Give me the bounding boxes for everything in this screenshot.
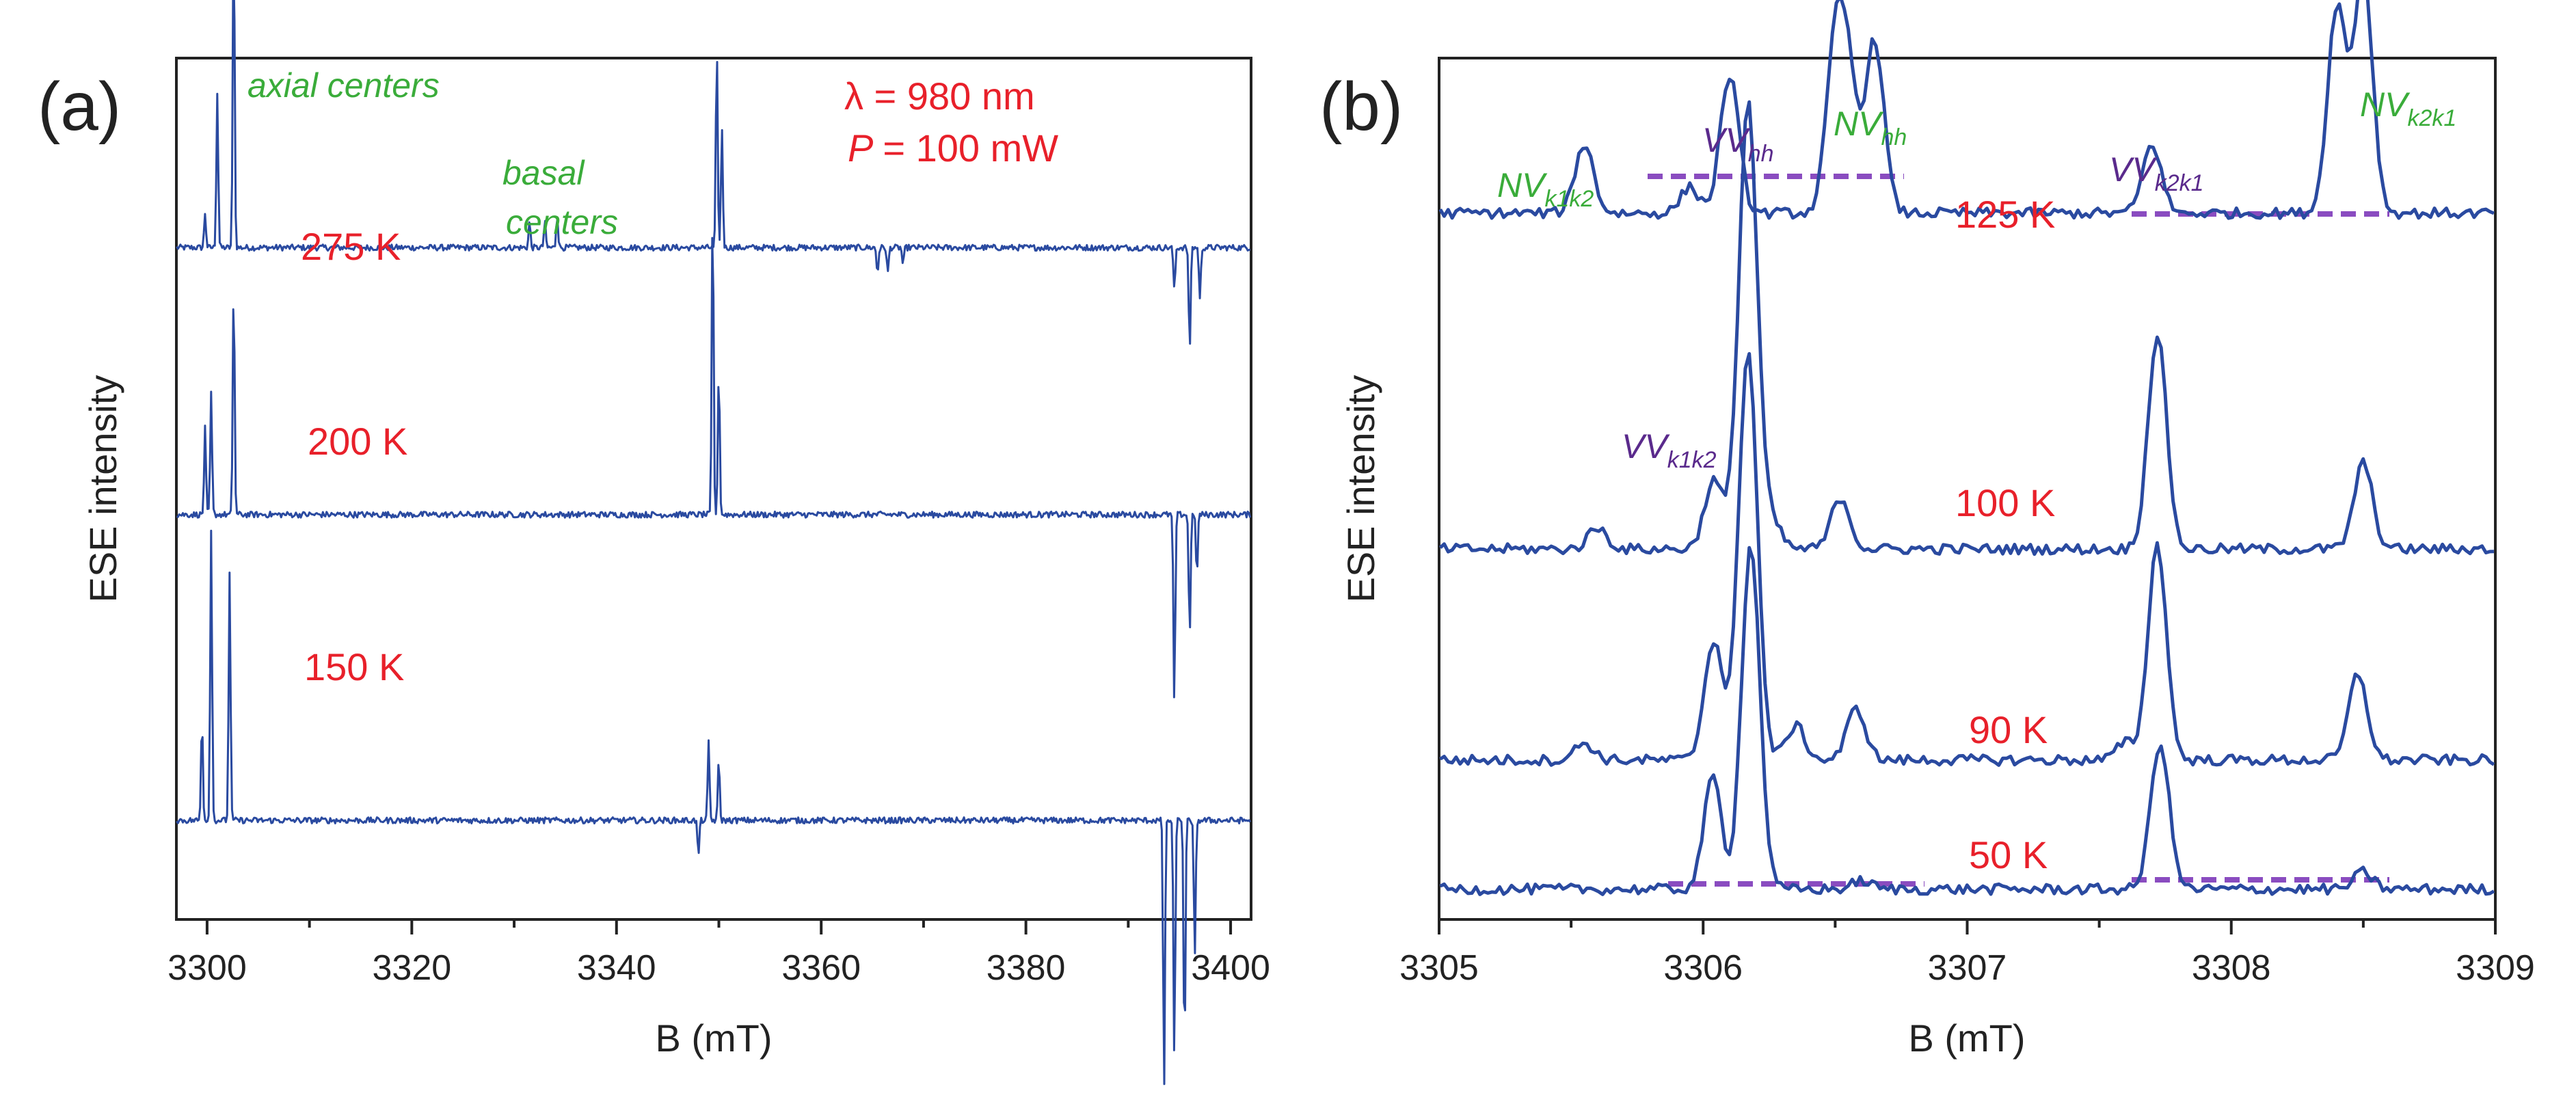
x-tick-label-b-3: 3308 [2192,948,2271,988]
annotation-vv-hh: VVhh [1702,121,1774,167]
trace-a-200k [176,237,1252,699]
panel-a-frame [175,57,1252,921]
annotation-power-var: P [848,126,873,170]
annotation-vv-hh-sub: hh [1748,141,1774,167]
annotation-power-val: = 100 mW [883,126,1058,170]
trace-label-50k: 50 K [1969,833,2048,876]
annotation-wavelength: λ = 980 nm [844,75,1035,118]
trace-a-275k [176,0,1251,345]
annotation-vv-k2k1-main: VV [2109,150,2158,189]
annotation-nv-hh-main: NV [1834,105,1884,143]
panel-a: (a) 3300 3320 3340 3360 3380 3400 B (mT) ESE … [38,0,1270,1086]
x-tick-label-a-1: 3320 [372,948,451,988]
panel-b-traces [1438,0,2495,896]
trace-label-90k: 90 K [1969,708,2048,751]
panel-b-label: (b) [1319,68,1403,145]
annotation-nv-hh-sub: hh [1881,124,1907,150]
trace-label-200k: 200 K [308,420,407,463]
x-tick-label-b-0: 3305 [1399,948,1479,988]
trace-label-100k: 100 K [1955,481,2055,524]
trace-label-275k: 275 K [301,225,401,268]
annotation-vv-k2k1-sub: k2k1 [2155,170,2204,196]
annotation-nv-k1k2: NVk1k2 [1497,166,1594,212]
x-tick-label-a-3: 3360 [781,948,861,988]
x-tick-label-a-5: 3400 [1191,948,1270,988]
x-tick-label-a-0: 3300 [167,948,247,988]
trace-b-125k [1438,0,2495,220]
annotation-vv-k2k1: VVk2k1 [2109,150,2204,196]
panel-a-ticks: 3300 3320 3340 3360 3380 3400 [167,919,1270,988]
annotation-nv-k1k2-main: NV [1497,166,1548,204]
panel-a-label: (a) [38,68,121,145]
panel-a-traces [176,0,1252,1086]
panel-a-ylabel: ESE intensity [81,375,124,602]
trace-label-125k: 125 K [1955,193,2055,236]
annotation-vv-hh-main: VV [1702,121,1751,159]
annotation-vv-k1k2-sub: k1k2 [1667,447,1717,473]
annotation-power: P = 100 mW [848,126,1058,170]
x-tick-label-b-2: 3307 [1928,948,2007,988]
annotation-nv-k2k1: NVk2k1 [2360,85,2456,131]
trace-b-50k [1439,546,2495,896]
annotation-nv-k2k1-main: NV [2360,85,2411,124]
trace-a-150k [176,529,1251,1086]
x-tick-label-a-4: 3380 [987,948,1066,988]
annotation-basal-line1: basal [502,154,585,192]
trace-b-100k [1439,100,2494,556]
annotation-basal-line2: centers [506,203,618,241]
panel-a-xlabel: B (mT) [655,1017,772,1060]
annotation-vv-k1k2-main: VV [1622,427,1670,466]
panel-b-ticks: 3305 3306 3307 3308 3309 [1399,919,2535,988]
trace-b-90k [1439,352,2495,767]
x-tick-label-b-1: 3306 [1663,948,1743,988]
annotation-axial-centers: axial centers [247,66,440,105]
panel-b-xlabel: B (mT) [1908,1017,2025,1060]
x-tick-label-a-2: 3340 [577,948,656,988]
x-tick-label-b-4: 3309 [2456,948,2535,988]
annotation-vv-k1k2: VVk1k2 [1622,427,1717,473]
annotation-nv-hh: NVhh [1834,105,1907,150]
trace-label-150k: 150 K [304,645,404,688]
panel-b-ylabel: ESE intensity [1339,375,1382,602]
panel-b: (b) 3305 3306 3307 3308 3309 B (mT) ESE inte… [1319,0,2535,1060]
annotation-nv-k1k2-sub: k1k2 [1544,186,1594,212]
annotation-nv-k2k1-sub: k2k1 [2407,105,2456,131]
